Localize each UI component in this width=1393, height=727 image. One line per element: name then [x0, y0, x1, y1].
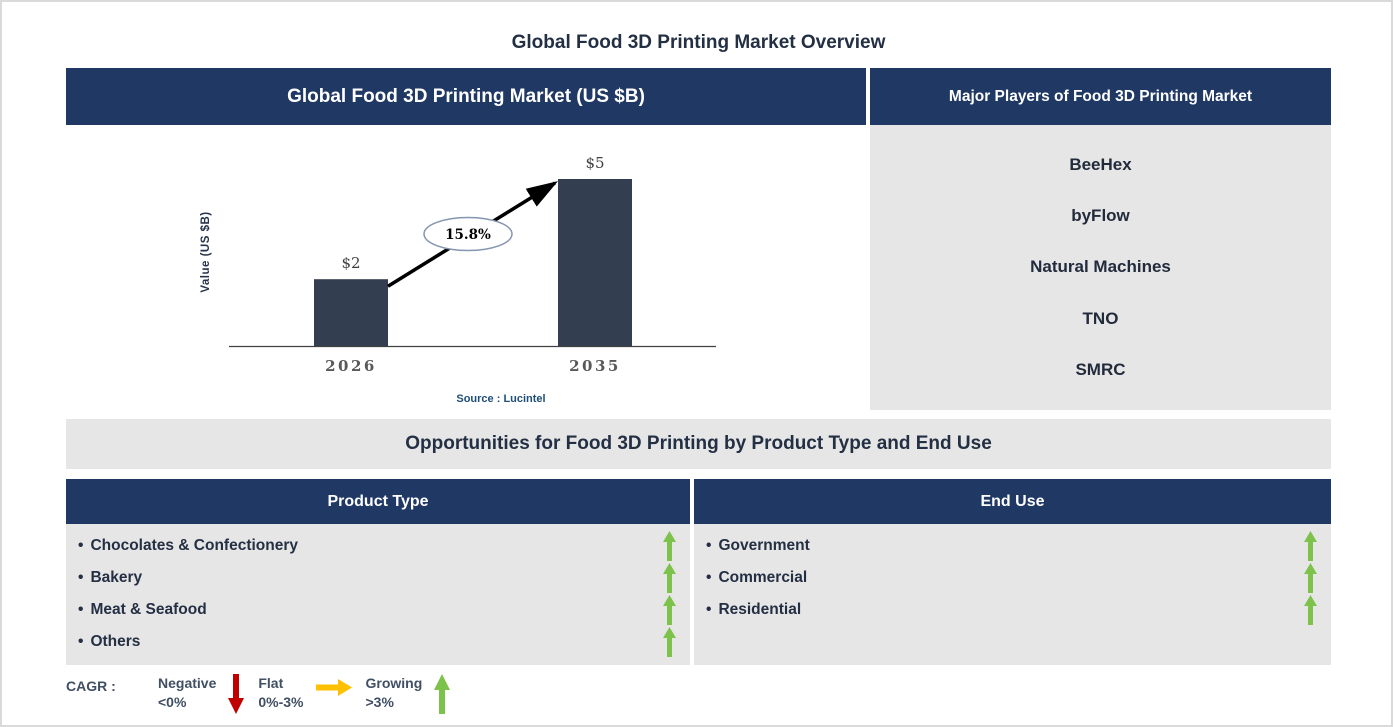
list-item-label: Meat & Seafood [90, 601, 207, 618]
bar-2035 [558, 179, 632, 346]
player-name: byFlow [1071, 206, 1130, 226]
list-item: • Bakery [66, 562, 690, 594]
bullet: • [706, 569, 712, 586]
product-type-header: Product Type [66, 479, 690, 524]
cagr-value-label: 15.8% [445, 227, 491, 243]
end-use-header-label: End Use [980, 492, 1045, 510]
bullet: • [78, 569, 84, 586]
list-item: • Commercial [694, 562, 1331, 594]
legend-flat-range: 0%-3% [258, 694, 304, 710]
growing-up-arrow-icon [1304, 531, 1317, 561]
product-type-header-label: Product Type [327, 492, 429, 510]
end-use-list: • Government • Commercial • Residential [694, 524, 1331, 665]
list-item-label: Residential [718, 601, 802, 618]
opportunities-title: Opportunities for Food 3D Printing by Pr… [405, 433, 992, 454]
player-name: BeeHex [1069, 154, 1132, 174]
legend-flat-name: Flat [258, 675, 284, 691]
bar-chart-svg: Value (US $B) $2 $5 15.8% 2026 2035 [200, 154, 716, 375]
market-chart-header-label: Global Food 3D Printing Market (US $B) [287, 85, 645, 107]
growing-up-arrow-icon [663, 531, 676, 561]
player-name: Natural Machines [1030, 257, 1171, 277]
growing-up-arrow-icon [663, 627, 676, 657]
players-list: BeeHex byFlow Natural Machines TNO SMRC [870, 125, 1331, 410]
legend-negative-name: Negative [158, 675, 217, 691]
page-title: Global Food 3D Printing Market Overview [511, 32, 886, 53]
bar-2026 [314, 279, 388, 346]
legend-growing-name: Growing [365, 675, 423, 691]
y-axis-label: Value (US $B) [200, 211, 212, 292]
major-players-header: Major Players of Food 3D Printing Market [870, 68, 1331, 125]
bullet: • [78, 633, 84, 650]
x-tick-2026: 2026 [325, 357, 377, 375]
legend-negative-range: <0% [158, 694, 187, 710]
product-type-list: • Chocolates & Confectionery • Bakery • Meat … [66, 524, 690, 665]
list-item-label: Commercial [718, 569, 808, 586]
growing-up-arrow-icon [1304, 595, 1317, 625]
opportunities-band: Opportunities for Food 3D Printing by Pr… [66, 419, 1331, 469]
bar-value-label-2026: $2 [341, 254, 360, 272]
bullet: • [706, 537, 712, 554]
bullet: • [78, 601, 84, 618]
growing-up-arrow-icon [1304, 563, 1317, 593]
list-item: • Government [694, 530, 1331, 562]
market-bar-chart: Value (US $B) $2 $5 15.8% 2026 2035 [66, 125, 866, 392]
list-item: • Others [66, 626, 690, 658]
list-item: • Meat & Seafood [66, 594, 690, 626]
growing-up-arrow-icon [663, 563, 676, 593]
legend-growing-range: >3% [365, 694, 394, 710]
player-name: TNO [1082, 308, 1119, 328]
growing-up-arrow-icon [434, 674, 451, 714]
cagr-legend: CAGR : Negative <0% Flat 0%-3% Growing >… [66, 674, 464, 724]
legend-item-negative: Negative <0% [158, 674, 258, 714]
source-note: Source : Lucintel [456, 393, 546, 405]
market-chart-header: Global Food 3D Printing Market (US $B) [66, 68, 866, 125]
list-item: • Chocolates & Confectionery [66, 530, 690, 562]
player-name: SMRC [1075, 360, 1126, 380]
bar-value-label-2035: $5 [585, 154, 604, 172]
flat-right-arrow-icon [315, 679, 352, 696]
legend-item-flat: Flat 0%-3% [258, 674, 365, 712]
list-item-label: Government [718, 537, 810, 554]
list-item: • Residential [694, 594, 1331, 626]
list-item-label: Others [90, 633, 141, 650]
bullet: • [78, 537, 84, 554]
negative-down-arrow-icon [228, 674, 245, 714]
list-item-label: Bakery [90, 569, 143, 586]
legend-item-growing: Growing >3% [366, 674, 465, 714]
list-item-label: Chocolates & Confectionery [90, 537, 298, 554]
cagr-legend-label: CAGR : [66, 678, 116, 694]
end-use-header: End Use [694, 479, 1331, 524]
bullet: • [706, 601, 712, 618]
x-tick-2035: 2035 [569, 357, 621, 375]
growing-up-arrow-icon [663, 595, 676, 625]
major-players-header-label: Major Players of Food 3D Printing Market [948, 87, 1253, 105]
cagr-ellipse [423, 216, 513, 252]
